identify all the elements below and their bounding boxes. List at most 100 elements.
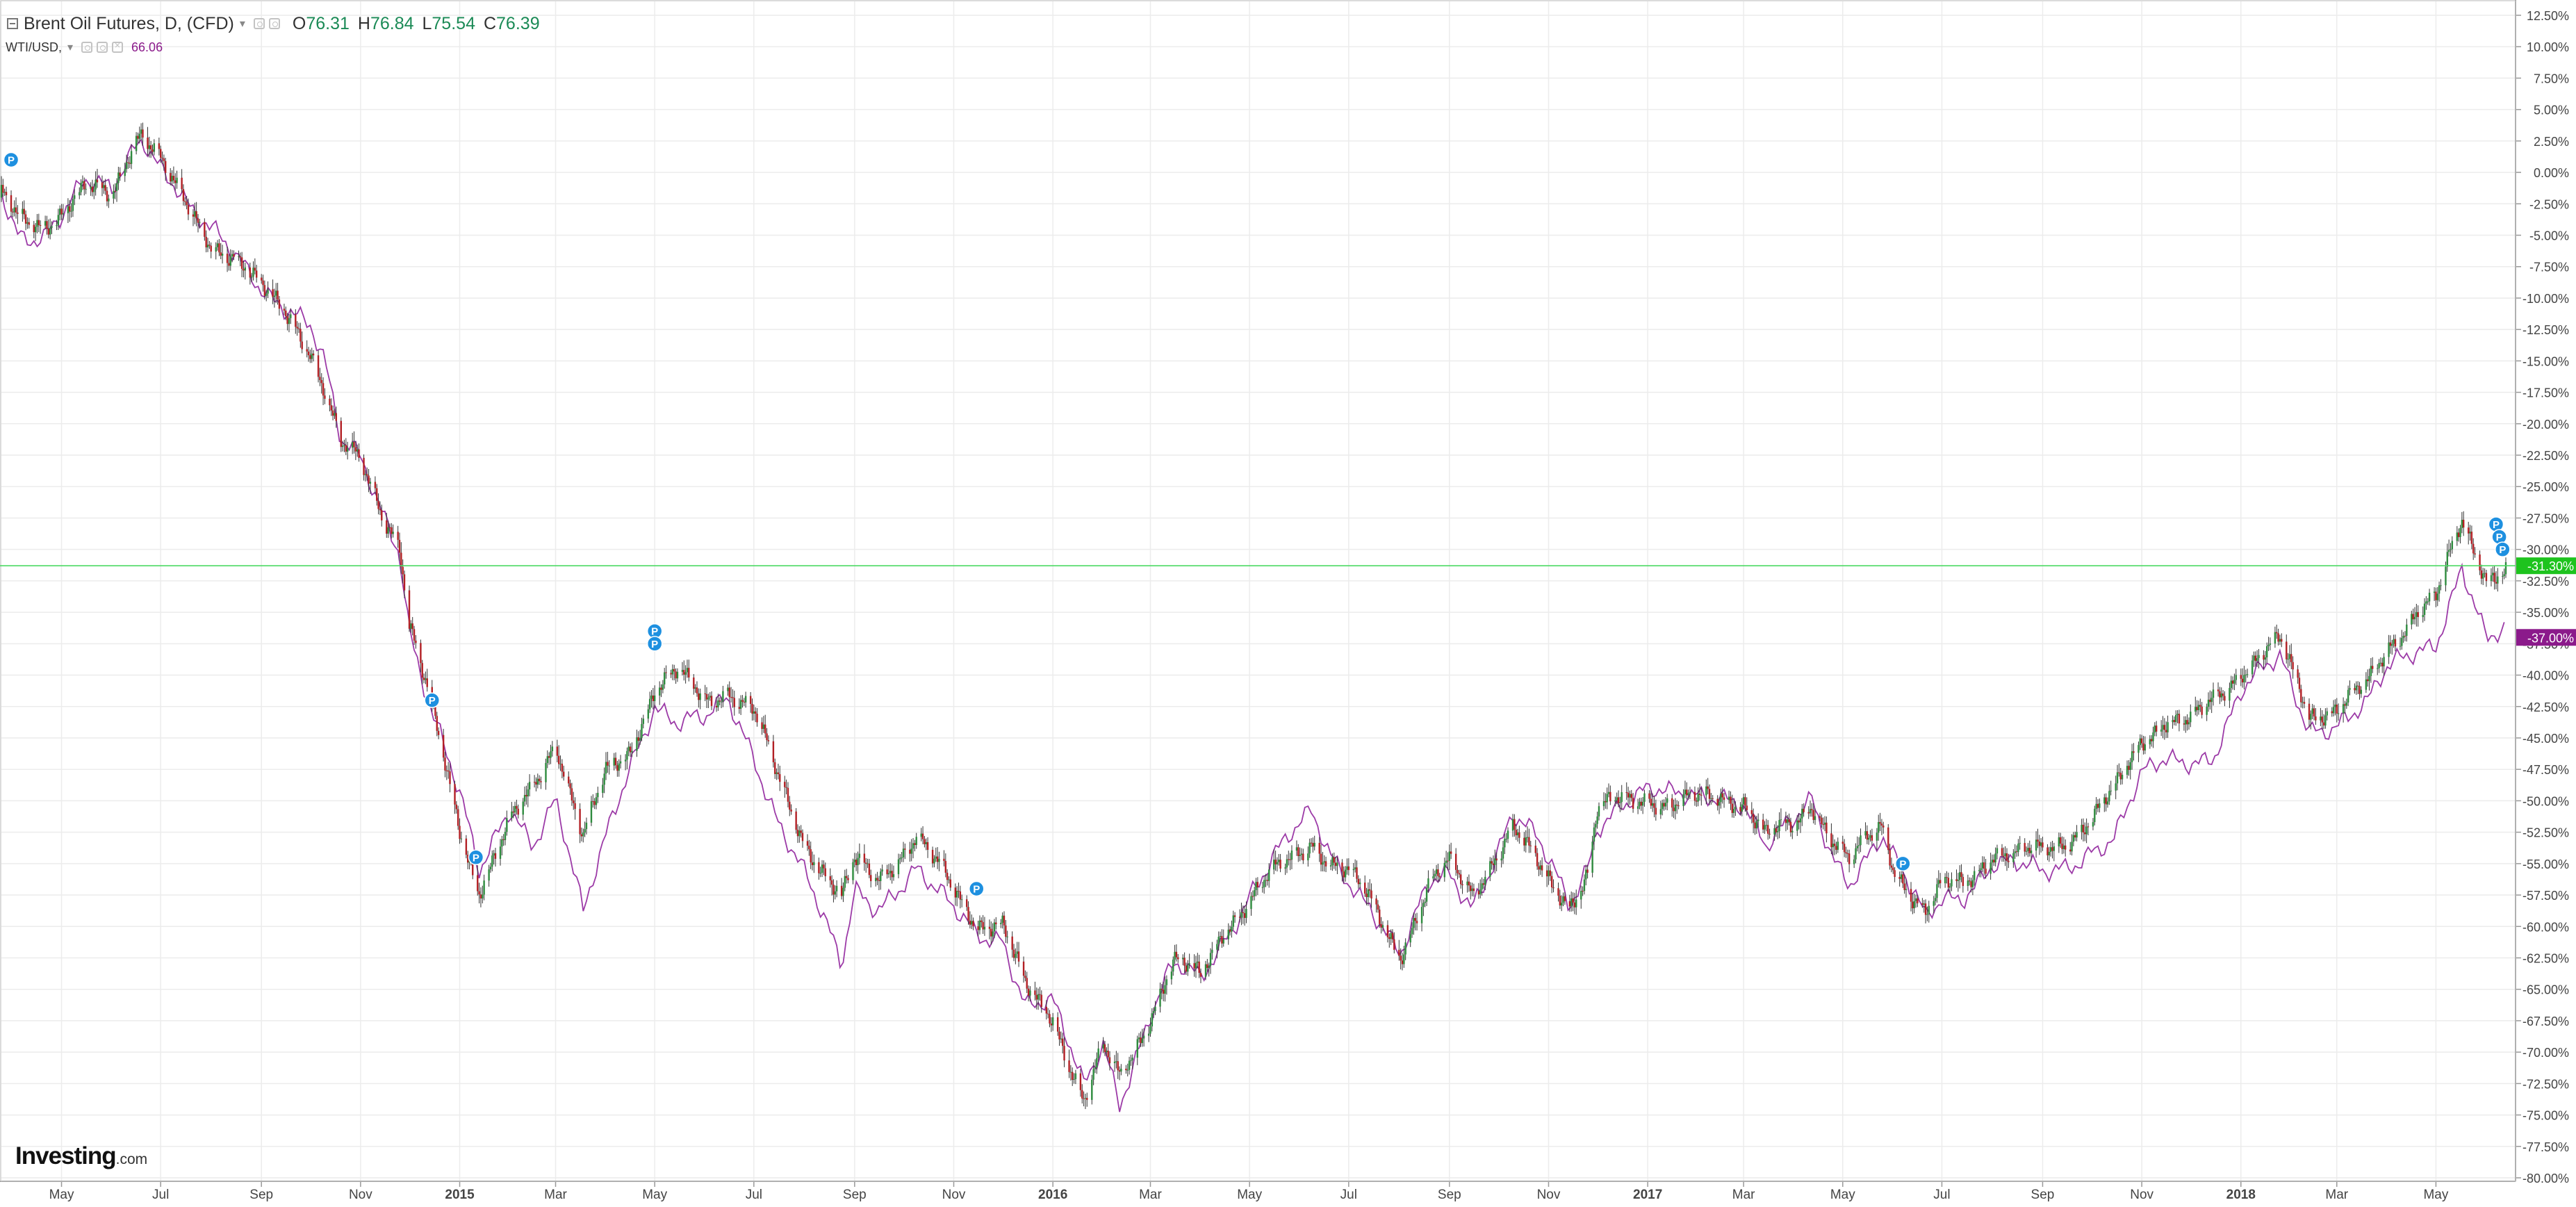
chevron-down-icon[interactable]: ▾ bbox=[67, 42, 74, 54]
candle-body bbox=[648, 698, 651, 709]
candle-body bbox=[379, 509, 382, 511]
candle-body bbox=[1917, 898, 1919, 903]
candle-body bbox=[1243, 913, 1246, 918]
settings-icon[interactable] bbox=[253, 18, 265, 29]
candle-body bbox=[1880, 823, 1883, 826]
candle-body bbox=[1131, 1058, 1133, 1060]
event-marker-icon bbox=[424, 692, 441, 708]
candle-body bbox=[90, 186, 92, 189]
candle-body bbox=[1128, 1060, 1131, 1070]
candle-body bbox=[2059, 837, 2062, 844]
candle-body bbox=[2097, 803, 2099, 808]
candle-body bbox=[753, 711, 755, 714]
y-tick-label: -47.50% bbox=[2522, 763, 2569, 777]
close-value: 76.39 bbox=[496, 13, 540, 33]
candle-body bbox=[72, 199, 74, 211]
candle-body bbox=[602, 785, 604, 794]
candle-body bbox=[693, 677, 695, 689]
settings-icon[interactable] bbox=[97, 42, 108, 53]
candle-body bbox=[1557, 888, 1559, 896]
candle-body bbox=[23, 208, 25, 215]
candle-body bbox=[1097, 1048, 1099, 1058]
candle-body bbox=[1012, 949, 1015, 958]
remove-icon[interactable] bbox=[112, 40, 124, 53]
candle-body bbox=[650, 695, 653, 699]
candle-body bbox=[772, 741, 775, 762]
candle-body bbox=[2, 185, 4, 193]
candle-body bbox=[491, 855, 493, 867]
candle-body bbox=[920, 833, 922, 837]
candle-body bbox=[1250, 896, 1252, 910]
collapse-legend-icon[interactable] bbox=[7, 18, 18, 29]
candle-body bbox=[2502, 575, 2504, 577]
candle-body bbox=[137, 136, 139, 139]
candle-body bbox=[2119, 773, 2122, 780]
candle-body bbox=[2404, 636, 2406, 637]
candle-body bbox=[1084, 1097, 1087, 1099]
candle-body bbox=[1564, 896, 1566, 901]
candle-body bbox=[1359, 882, 1361, 885]
candle-body bbox=[34, 227, 37, 233]
candle-body bbox=[2388, 642, 2390, 657]
candle-body bbox=[1386, 925, 1389, 937]
candle-body bbox=[1643, 793, 1646, 802]
candle-body bbox=[240, 257, 243, 269]
symbol-name[interactable]: Brent Oil Futures, D, (CFD) bbox=[24, 13, 234, 33]
candle-body bbox=[582, 832, 584, 837]
candle-body bbox=[2381, 662, 2384, 666]
candle-body bbox=[1416, 921, 1418, 923]
candle-body bbox=[1837, 841, 1839, 850]
candle-body bbox=[2217, 689, 2220, 691]
chevron-down-icon[interactable]: ▾ bbox=[239, 18, 245, 30]
y-tick-label: -22.50% bbox=[2522, 449, 2569, 463]
candle-body bbox=[1686, 789, 1688, 796]
candle-body bbox=[1015, 953, 1017, 958]
candle-body bbox=[1274, 860, 1277, 864]
candle-body bbox=[2142, 743, 2144, 751]
candle-body bbox=[607, 762, 609, 766]
candle-body bbox=[1295, 847, 1298, 851]
candle-body bbox=[307, 351, 310, 356]
candle-body bbox=[2468, 527, 2470, 534]
candle-body bbox=[2155, 725, 2158, 732]
candle-body bbox=[2389, 642, 2392, 646]
x-tick-label: May bbox=[642, 1188, 667, 1202]
candle-body bbox=[1197, 961, 1199, 963]
candle-body bbox=[2071, 841, 2073, 852]
candle-body bbox=[1572, 898, 1574, 903]
candle-body bbox=[1365, 893, 1368, 897]
current-value-badge-label: -37.00% bbox=[2527, 631, 2574, 645]
compare-symbol-legend: WTI/USD, ▾ 66.06 bbox=[0, 38, 163, 57]
candle-body bbox=[1974, 871, 1976, 880]
visibility-icon[interactable] bbox=[268, 18, 280, 29]
candle-body bbox=[2417, 611, 2419, 617]
candle-body bbox=[1879, 822, 1881, 824]
visibility-icon[interactable] bbox=[81, 42, 93, 53]
main-symbol-legend: Brent Oil Futures, D, (CFD) ▾ O 76.31 H 76… bbox=[0, 11, 540, 36]
candle-body bbox=[1809, 809, 1812, 814]
candle-body bbox=[1177, 957, 1179, 960]
candle-body bbox=[2451, 541, 2454, 550]
candle-body bbox=[1481, 883, 1483, 889]
candle-body bbox=[2253, 655, 2255, 661]
candle-body bbox=[2356, 685, 2359, 687]
compare-symbol-name[interactable]: WTI/USD, bbox=[6, 40, 62, 54]
candle-body bbox=[2128, 766, 2130, 770]
candle-body bbox=[1983, 862, 1985, 869]
candle-body bbox=[774, 762, 776, 774]
candle-body bbox=[1174, 951, 1176, 960]
candle-body bbox=[1614, 800, 1616, 802]
candle-body bbox=[720, 701, 723, 703]
candle-body bbox=[1504, 839, 1506, 848]
candle-body bbox=[845, 876, 848, 878]
candle-body bbox=[704, 693, 706, 694]
candle-body bbox=[840, 885, 843, 896]
candle-body bbox=[1674, 804, 1677, 812]
candle-body bbox=[1822, 824, 1824, 826]
candle-body bbox=[2457, 532, 2460, 537]
candle-body bbox=[1723, 797, 1725, 800]
candle-body bbox=[829, 876, 831, 880]
event-marker-label: P bbox=[651, 626, 658, 638]
